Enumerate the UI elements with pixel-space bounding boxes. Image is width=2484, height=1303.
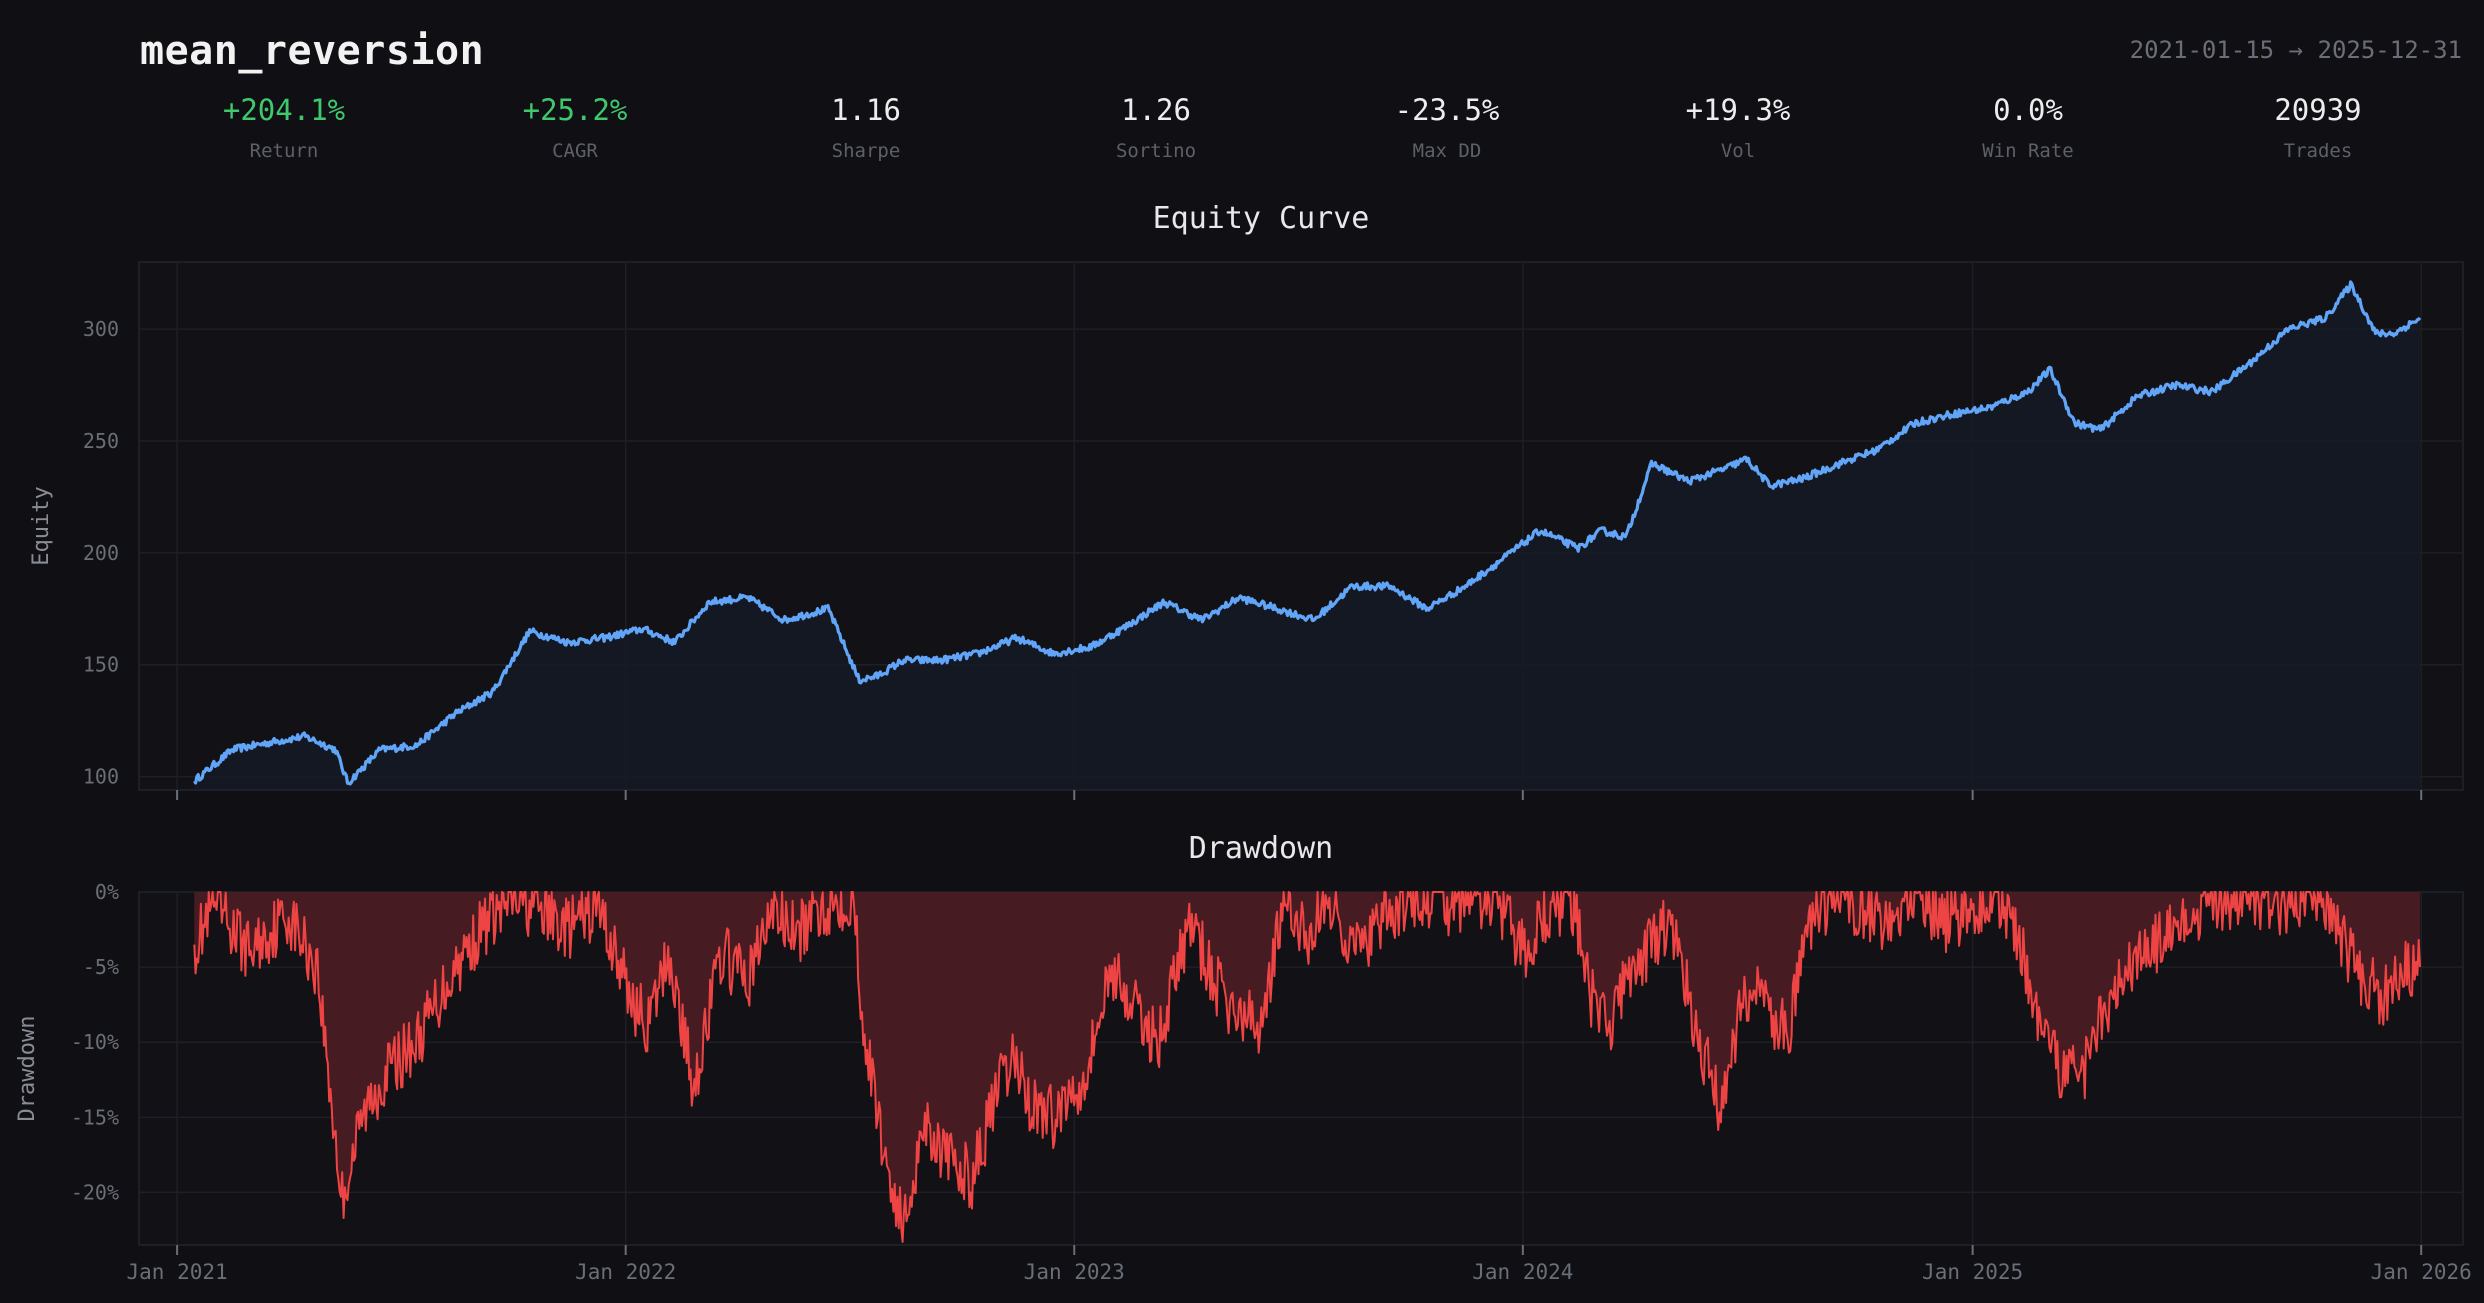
x-tick-label: Jan 2022 [575, 1260, 676, 1284]
stat-label: Win Rate [1982, 140, 2074, 162]
y-tick-label: 100 [83, 765, 119, 789]
x-tick-label: Jan 2023 [1024, 1260, 1125, 1284]
x-tick-label: Jan 2024 [1472, 1260, 1573, 1284]
date-range: 2021-01-15 → 2025-12-31 [2130, 36, 2462, 64]
stat-trades: 20939 Trades [2198, 90, 2438, 162]
stat-label: Trades [2283, 140, 2353, 162]
stat-value: +19.3% [1685, 93, 1791, 127]
chart-title: Equity Curve [1153, 201, 1370, 236]
y-axis-label: Drawdown [15, 1016, 40, 1122]
stat-value: 1.26 [1121, 93, 1191, 127]
y-tick-label: -10% [71, 1030, 119, 1054]
x-tick-label: Jan 2026 [2371, 1260, 2472, 1284]
drawdown-area [194, 892, 2420, 1242]
stat-value: -23.5% [1394, 93, 1500, 127]
end-date: 2025-12-31 [2317, 36, 2463, 64]
stat-value: 1.16 [831, 93, 901, 127]
drawdown-chart: Drawdown Drawdown 0% -5% -10% -15% -20% Jan 202… [15, 831, 2472, 1284]
stat-win-rate: 0.0% Win Rate [1908, 90, 2148, 162]
chart-title: Drawdown [1189, 831, 1334, 866]
y-tick-label: 300 [83, 317, 119, 341]
stat-value: 0.0% [1993, 93, 2063, 127]
arrow-icon: → [2288, 36, 2304, 64]
stat-value: +204.1% [222, 93, 346, 127]
stat-label: Sortino [1115, 140, 1197, 162]
y-tick-label: 250 [83, 429, 119, 453]
y-tick-label: -15% [71, 1105, 119, 1129]
equity-area [194, 281, 2420, 789]
equity-chart: Equity Curve Equity 100 150 200 250 300 [29, 201, 2464, 800]
y-tick-label: -20% [71, 1180, 119, 1204]
stat-label: Sharpe [831, 140, 901, 162]
stat-vol: +19.3% Vol [1618, 90, 1858, 162]
stat-label: Vol [1720, 140, 1756, 162]
stat-value: +25.2% [522, 93, 628, 127]
stat-sharpe: 1.16 Sharpe [746, 90, 986, 162]
start-date: 2021-01-15 [2129, 36, 2275, 64]
y-tick-label: 0% [95, 880, 119, 904]
equity-line [193, 280, 2422, 786]
stat-return: +204.1% Return [164, 90, 404, 162]
x-tick-label: Jan 2021 [127, 1260, 228, 1284]
x-tick-label: Jan 2025 [1922, 1260, 2023, 1284]
stat-sortino: 1.26 Sortino [1036, 90, 1276, 162]
y-tick-label: 200 [83, 541, 119, 565]
y-tick-label: -5% [83, 955, 119, 979]
y-tick-label: 150 [83, 653, 119, 677]
stat-label: Max DD [1412, 140, 1482, 162]
drawdown-line [193, 891, 2421, 1243]
y-axis-label: Equity [29, 486, 54, 565]
stat-label: CAGR [552, 140, 598, 162]
stat-cagr: +25.2% CAGR [455, 90, 695, 162]
strategy-title: mean_reversion [140, 28, 485, 74]
stat-value: 20939 [2274, 93, 2362, 127]
stat-max-dd: -23.5% Max DD [1327, 90, 1567, 162]
stat-label: Return [249, 140, 319, 162]
